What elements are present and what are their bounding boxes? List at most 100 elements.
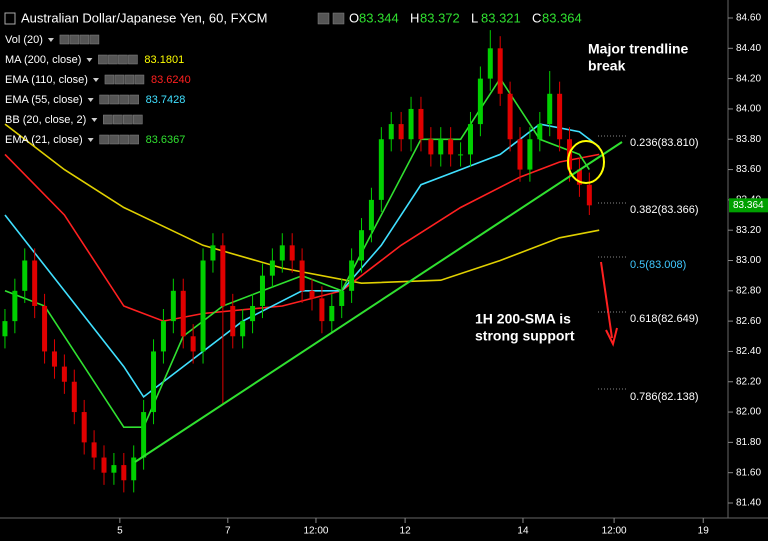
dropdown [87,138,94,142]
candle-body [477,78,483,125]
candle-body [269,260,275,276]
ohlc-key: C [532,10,541,25]
candle-body [487,48,493,79]
indicator-name: Vol (20) [5,34,43,46]
indicator-value: 83.7428 [146,94,186,106]
icon[interactable] [123,114,133,125]
icon[interactable] [104,74,115,85]
icon[interactable] [124,74,135,85]
icon[interactable] [114,74,125,85]
candle-body [141,412,147,458]
indicator-name: BB (20, close, 2) [5,114,86,126]
icon[interactable] [133,114,143,125]
icon[interactable] [109,94,119,105]
candle-body [121,465,127,481]
icon[interactable] [89,34,100,45]
candle-body [259,275,265,306]
collapse-button[interactable] [4,12,16,25]
icon[interactable] [79,34,90,45]
icon[interactable] [113,114,123,125]
fib-label: 0.786(82.138) [630,391,699,403]
ohlc-key: L [471,10,478,25]
candle-body [160,321,166,352]
y-tick-label: 81.40 [736,498,761,509]
candle-body [349,260,355,291]
candle-body [378,139,384,200]
icon[interactable] [98,54,108,65]
candle-body [339,290,345,306]
indicator-name: EMA (110, close) [5,74,88,86]
ohlc-value: 83.321 [481,10,521,25]
candle-body [2,321,8,337]
plot [2,30,600,493]
icon[interactable] [118,54,128,65]
chart-title: Australian Dollar/Japanese Yen, 60, FXCM [21,10,267,25]
icon[interactable] [103,114,113,125]
candle-body [329,305,335,322]
x-tick-label: 12 [400,526,412,537]
icon[interactable] [99,94,109,105]
y-tick-label: 83.20 [736,225,761,236]
highlight-circle [567,140,605,184]
indicator-legend: Vol (20) MA (200, close) 83.1801 EMA (110, … [5,34,191,146]
indicator-name: EMA (21, close) [5,134,83,146]
candle-body [467,124,473,155]
candle-body [438,139,444,155]
ohlc-value: 83.364 [542,10,582,25]
candle-body [428,139,434,155]
candle-body [91,442,97,458]
y-tick-label: 83.60 [736,164,761,175]
y-tick-label: 84.40 [736,43,761,54]
candle-body [131,457,137,481]
arrow-head [605,327,618,347]
fib-label: 0.5(83.008) [630,259,686,271]
fib-label: 0.236(83.810) [630,137,699,149]
ohlc-header: O 83.344 H 83.372 L 83.321 C 83.364 [317,10,582,25]
dropdown [92,78,99,82]
candle-body [289,245,295,261]
y-tick-label: 84.60 [736,13,761,24]
candle-body [398,124,404,140]
x-tick-label: 14 [517,526,529,537]
x-tick-label: 12:00 [303,526,328,537]
icon[interactable] [109,134,119,145]
icon[interactable] [108,54,118,65]
y-tick-label: 82.80 [736,285,761,296]
y-tick-label: 82.60 [736,316,761,327]
annotation: Major trendline [588,41,689,57]
icon[interactable] [119,134,129,145]
y-tick-label: 84.00 [736,104,761,115]
candle-body [250,305,256,322]
candle-body [388,124,394,140]
candle-body [319,298,325,322]
icon[interactable] [128,54,138,65]
indicator-value: 83.6240 [151,74,191,86]
indicator-value: 83.6367 [146,134,186,146]
candle-body [32,260,38,306]
dropdown [47,38,54,42]
icon[interactable] [119,94,129,105]
candle-body [547,93,553,125]
candle-body [497,48,503,94]
icon[interactable] [59,34,70,45]
indicator-line [4,123,600,285]
candle-body [517,139,523,170]
candle-body [586,184,592,206]
price-tag-label: 83.364 [733,200,764,211]
indicator-name: EMA (55, close) [5,94,83,106]
ohlc-value: 83.344 [359,10,399,25]
icon[interactable] [129,94,139,105]
candle-body [418,108,424,140]
candle-body [190,336,196,352]
candle-body [101,457,107,473]
fib-label: 0.618(82.649) [630,313,699,325]
icon[interactable] [134,74,145,85]
icon[interactable] [99,134,109,145]
dropdown [87,98,94,102]
candle-body [279,245,285,261]
icon[interactable] [129,134,139,145]
icon[interactable] [69,34,80,45]
y-tick-label: 83.80 [736,134,761,145]
